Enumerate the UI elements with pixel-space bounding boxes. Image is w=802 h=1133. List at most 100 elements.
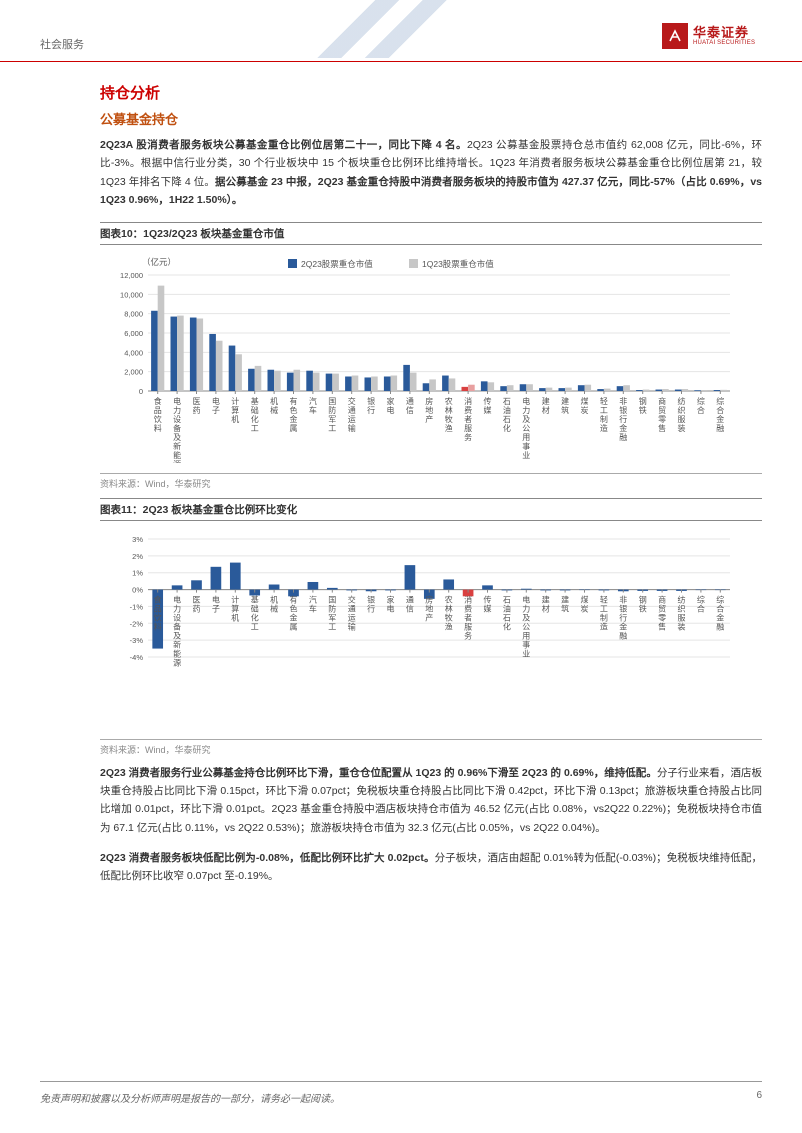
svg-text:渔: 渔 [445,621,453,631]
svg-text:机: 机 [231,612,239,622]
svg-text:础: 础 [251,603,259,613]
svg-text:交: 交 [348,396,356,406]
para2-bold-lead: 2Q23 消费者服务行业公募基金持仓比例环比下滑，重仓仓位配置从 1Q23 的 … [100,767,657,779]
svg-text:零: 零 [658,415,666,424]
svg-text:牧: 牧 [445,414,453,424]
svg-text:电: 电 [522,396,530,406]
svg-text:行: 行 [367,405,375,415]
svg-text:工: 工 [328,424,336,433]
svg-text:工: 工 [600,406,608,415]
svg-text:银: 银 [367,396,375,406]
svg-text:新: 新 [173,639,181,649]
svg-text:计: 计 [231,396,239,406]
svg-text:者: 者 [464,613,472,622]
svg-text:料: 料 [154,621,162,631]
svg-text:工: 工 [251,424,259,433]
para1-bold-lead: 2Q23A 股消费者服务板块公募基金重仓比例位居第二十一，同比下降 4 名。 [100,139,467,151]
svg-text:融: 融 [716,621,724,631]
svg-text:石: 石 [503,397,511,406]
svg-text:售: 售 [658,423,666,433]
svg-text:筑: 筑 [561,405,569,415]
page-footer: 免责声明和披露以及分析师声明是报告的一部分，请务必一起阅读。 6 [40,1081,762,1105]
svg-text:工: 工 [600,604,608,613]
svg-text:有: 有 [290,594,298,604]
svg-text:纺: 纺 [678,594,686,604]
logo-mark-icon [662,23,688,49]
svg-text:力: 力 [173,603,181,613]
svg-text:房: 房 [425,594,433,604]
svg-text:综: 综 [697,396,705,406]
svg-text:4,000: 4,000 [124,348,143,357]
svg-text:铁: 铁 [639,603,647,613]
svg-text:饮: 饮 [154,414,162,424]
svg-text:新: 新 [173,441,181,451]
svg-text:通: 通 [406,396,414,406]
svg-text:装: 装 [678,621,686,631]
svg-text:综: 综 [716,594,724,604]
svg-text:地: 地 [425,603,433,613]
section-heading: 持仓分析 [100,82,762,103]
svg-text:金: 金 [716,612,724,622]
paragraph-3: 2Q23 消费者服务板块低配比例为-0.08%，低配比例环比扩大 0.02pct… [100,849,762,886]
svg-text:0%: 0% [132,585,143,594]
chart11-source: 资料来源：Wind，华泰研究 [100,739,762,756]
svg-text:运: 运 [348,415,356,424]
svg-text:力: 力 [522,603,530,613]
svg-text:制: 制 [600,414,608,424]
svg-text:军: 军 [328,415,336,424]
svg-text:机: 机 [231,414,239,424]
svg-text:钢: 钢 [639,594,647,604]
svg-text:纺: 纺 [678,396,686,406]
svg-text:合: 合 [716,405,724,415]
chart10-svg: （亿元）2Q23股票重仓市值1Q23股票重仓市值02,0004,0006,000… [100,253,740,463]
svg-text:础: 础 [251,405,259,415]
svg-text:化: 化 [251,612,259,622]
page-header: 社会服务 华泰证券 HUATAI SECURITIES [0,0,802,62]
svg-text:电: 电 [212,594,220,604]
svg-text:建: 建 [561,396,569,406]
svg-text:公: 公 [522,622,530,631]
svg-text:传: 传 [484,594,492,604]
svg-text:12,000: 12,000 [120,271,143,280]
svg-text:合: 合 [697,405,705,415]
chart10-container: （亿元）2Q23股票重仓市值1Q23股票重仓市值02,0004,0006,000… [100,244,762,473]
svg-text:饮: 饮 [154,612,162,622]
svg-text:源: 源 [173,658,181,667]
svg-text:国: 国 [328,397,336,406]
svg-text:农: 农 [445,396,453,406]
logo-text-en: HUATAI SECURITIES [693,40,755,47]
svg-text:2Q23股票重仓市值: 2Q23股票重仓市值 [301,259,373,269]
svg-text:车: 车 [309,603,317,613]
svg-text:贸: 贸 [658,405,666,415]
svg-text:基: 基 [251,594,259,604]
svg-text:力: 力 [522,405,530,415]
svg-text:非: 非 [619,594,627,604]
svg-text:媒: 媒 [484,406,492,415]
svg-text:零: 零 [658,613,666,622]
svg-text:化: 化 [503,621,511,631]
svg-text:汽: 汽 [309,594,317,604]
header-decoration [280,0,460,58]
svg-text:金: 金 [619,423,627,433]
chart11-container: -4%-3%-2%-1%0%1%2%3%食品饮料电力设备及新能源医药电子计算机基… [100,520,762,739]
svg-text:业: 业 [522,648,530,658]
svg-text:商: 商 [658,594,666,604]
svg-text:械: 械 [270,405,278,415]
svg-text:防: 防 [328,405,336,415]
svg-text:输: 输 [348,621,356,631]
svg-text:车: 车 [309,405,317,415]
svg-text:及: 及 [522,613,530,622]
svg-text:3%: 3% [132,535,143,544]
svg-text:子: 子 [212,604,220,613]
svg-text:医: 医 [193,397,201,406]
svg-text:建: 建 [542,396,550,406]
svg-text:-2%: -2% [130,619,144,628]
svg-text:制: 制 [600,612,608,622]
svg-text:及: 及 [173,631,181,640]
svg-text:备: 备 [173,621,181,631]
svg-text:林: 林 [445,405,453,415]
logo-text-cn: 华泰证券 [693,26,755,40]
svg-text:煤: 煤 [581,594,589,604]
svg-text:事: 事 [522,441,530,451]
svg-text:化: 化 [503,423,511,433]
